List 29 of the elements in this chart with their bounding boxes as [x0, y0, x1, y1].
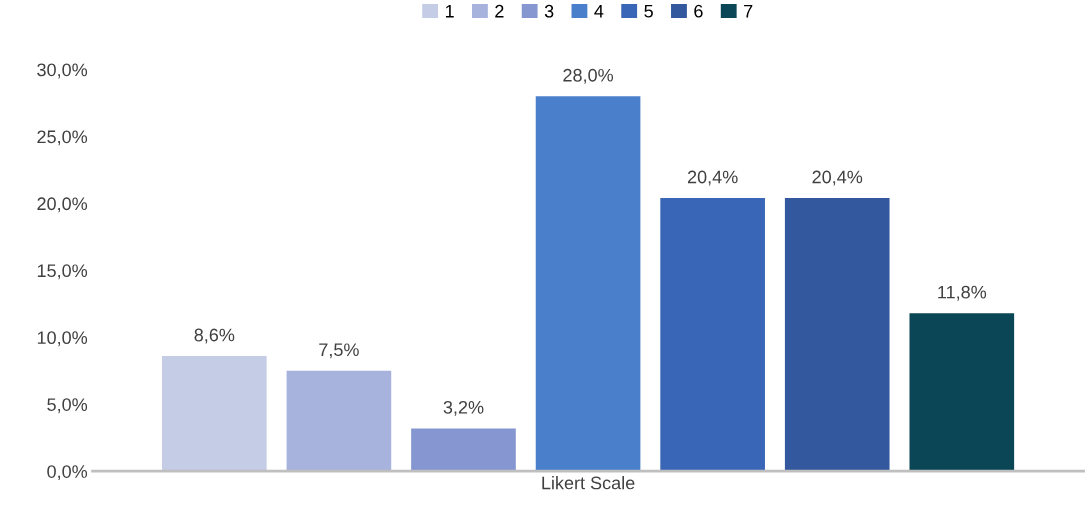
x-tick-label: Likert Scale	[542, 476, 635, 490]
data-label: 8,6%	[194, 328, 235, 344]
data-label: 3,2%	[443, 400, 484, 416]
y-tick-label: 15,0%	[37, 264, 88, 280]
bar	[411, 428, 516, 472]
legend-label: 2	[495, 4, 504, 18]
bar	[660, 198, 765, 472]
data-label: 11,8%	[938, 285, 987, 301]
legend-label: 6	[694, 4, 703, 18]
bar	[535, 96, 641, 472]
legend-label: 5	[644, 4, 653, 18]
y-tick-label: 30,0%	[37, 63, 88, 79]
bar	[286, 370, 392, 472]
data-label: 28,0%	[563, 68, 614, 84]
legend-label: 4	[594, 4, 604, 18]
y-tick-label: 20,0%	[37, 197, 88, 213]
data-label: 20,4%	[812, 170, 863, 186]
data-label: 7,5%	[319, 343, 359, 359]
legend-label: 1	[445, 4, 454, 18]
data-label: 20,4%	[687, 170, 738, 186]
y-tick-label: 5,0%	[47, 398, 88, 414]
y-tick-label: 25,0%	[37, 130, 88, 146]
bar	[784, 198, 890, 472]
y-tick-label: 0,0%	[47, 465, 88, 481]
bar	[909, 313, 1015, 472]
y-tick-label: 10,0%	[37, 331, 88, 347]
legend-label: 3	[544, 4, 554, 18]
legend-label: 7	[744, 4, 753, 18]
bar	[161, 356, 267, 472]
